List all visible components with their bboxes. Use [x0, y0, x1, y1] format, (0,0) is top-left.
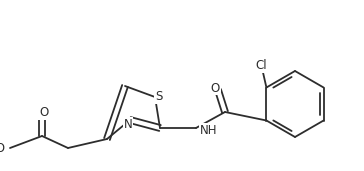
Text: S: S	[155, 90, 163, 103]
Text: N: N	[124, 117, 132, 130]
Text: O: O	[39, 107, 49, 120]
Text: O: O	[210, 82, 219, 95]
Text: NH: NH	[200, 123, 218, 136]
Text: HO: HO	[0, 141, 6, 155]
Text: Cl: Cl	[256, 59, 267, 72]
